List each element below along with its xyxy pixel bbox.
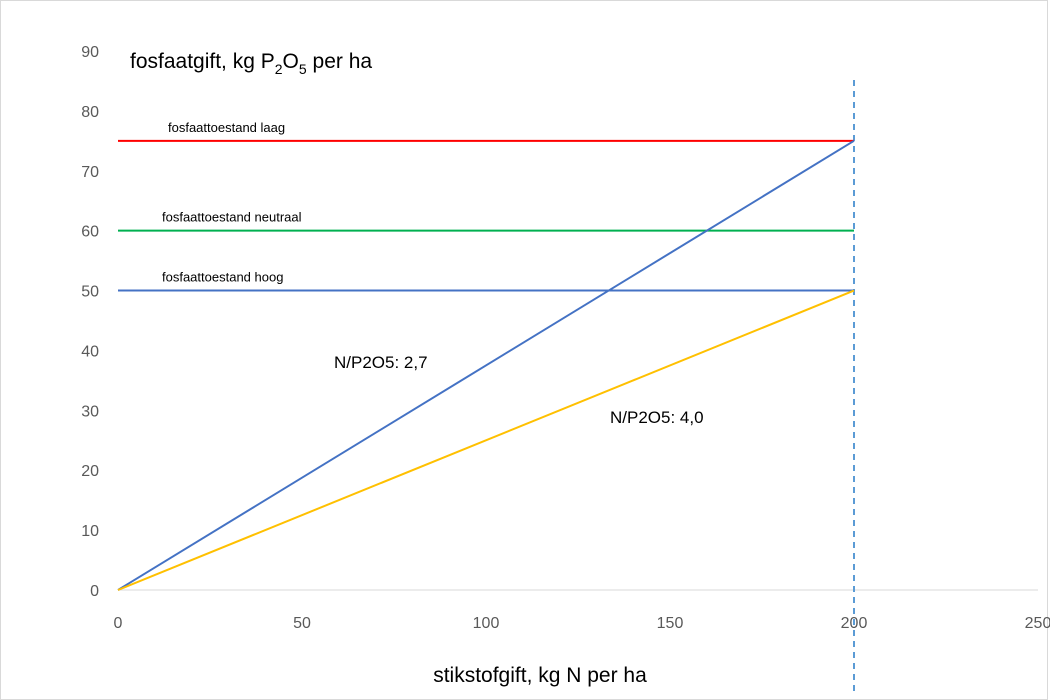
label-ratio-4-0: N/P2O5: 4,0 (610, 408, 704, 427)
x-tick-label: 50 (293, 615, 311, 632)
y-axis-title: fosfaatgift, kg P2O5 per ha (130, 50, 372, 77)
x-tick-label: 0 (114, 615, 123, 632)
label-ratio-2-7: N/P2O5: 2,7 (334, 353, 428, 372)
y-axis-ticks: 0 10 20 30 40 50 60 70 80 90 (81, 44, 99, 600)
y-axis-title-subscript: 2 (275, 61, 283, 77)
y-tick-label: 90 (81, 44, 99, 61)
x-tick-label: 100 (473, 615, 500, 632)
y-tick-label: 50 (81, 284, 99, 301)
x-axis-title: stikstofgift, kg N per ha (433, 664, 647, 687)
label-laag: fosfaattoestand laag (168, 120, 285, 135)
y-axis-title-part: O (283, 50, 299, 73)
x-tick-label: 150 (657, 615, 684, 632)
y-tick-label: 40 (81, 343, 99, 360)
series-lines (117, 139, 855, 591)
y-tick-label: 30 (81, 403, 99, 420)
series-line-ratio-4-0 (117, 289, 855, 591)
y-tick-label: 80 (81, 104, 99, 121)
y-axis-title-part: fosfaatgift, kg P (130, 50, 275, 73)
y-tick-label: 70 (81, 164, 99, 181)
x-axis-ticks: 0 50 100 150 200 250 (114, 615, 1050, 632)
y-axis-title-subscript: 5 (299, 61, 307, 77)
y-axis-title-part: per ha (307, 50, 373, 73)
series-line-ratio-2-7 (117, 139, 855, 591)
y-tick-label: 0 (90, 583, 99, 600)
x-tick-label: 250 (1025, 615, 1050, 632)
y-tick-label: 20 (81, 463, 99, 480)
series-labels: fosfaattoestand laag fosfaattoestand neut… (162, 120, 704, 427)
y-tick-label: 60 (81, 224, 99, 241)
label-neutraal: fosfaattoestand neutraal (162, 210, 302, 225)
y-tick-label: 10 (81, 523, 99, 540)
label-hoog: fosfaattoestand hoog (162, 270, 283, 285)
